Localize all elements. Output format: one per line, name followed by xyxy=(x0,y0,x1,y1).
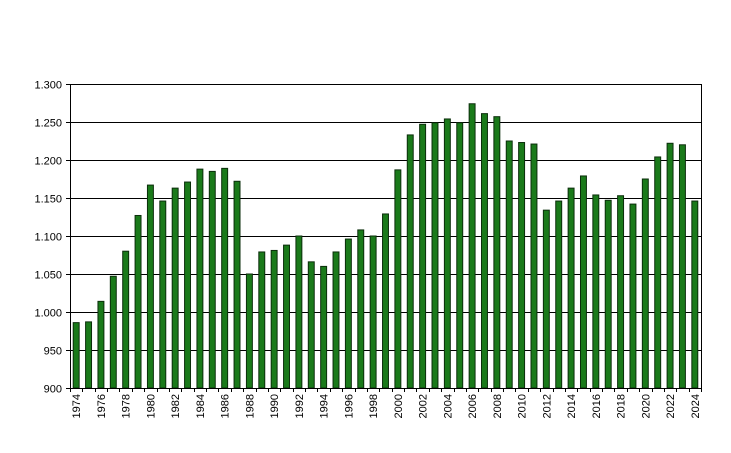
x-tick-label: 1990 xyxy=(269,394,281,418)
y-tick-label: 1.100 xyxy=(34,232,62,244)
y-tick-label: 1.200 xyxy=(34,156,62,168)
bar-2001 xyxy=(406,134,414,389)
x-tick-label: 2006 xyxy=(467,394,479,418)
x-tick-label: 1998 xyxy=(368,394,380,418)
y-tick-label: 1.050 xyxy=(34,270,62,282)
bar-1988 xyxy=(245,273,253,389)
bar-2009 xyxy=(505,140,513,389)
bar-1980 xyxy=(146,184,154,389)
bars xyxy=(72,103,699,389)
x-tick-label: 1984 xyxy=(195,394,207,418)
bar-1992 xyxy=(295,235,303,389)
bar-1987 xyxy=(233,180,241,389)
x-tick-label: 1982 xyxy=(170,394,182,418)
y-axis-tick-labels: 900 950 1.000 1.050 1.100 1.150 1.200 1.250 1.30… xyxy=(34,80,62,396)
bar-2006 xyxy=(468,103,476,389)
x-axis-tick-labels: 1974 1976 1978 1980 1982 1984 1986 1988 1990 1992… xyxy=(71,394,702,418)
bar-2004 xyxy=(443,118,451,389)
x-tick-label: 2004 xyxy=(442,394,454,418)
x-tick-label: 2022 xyxy=(665,394,677,418)
bar-1978 xyxy=(122,250,130,389)
axes xyxy=(66,84,702,392)
bar-1984 xyxy=(196,168,204,389)
bar-1989 xyxy=(258,251,266,389)
bar-2008 xyxy=(493,116,501,389)
bar-2012 xyxy=(542,209,550,389)
bar-2003 xyxy=(431,122,439,389)
bar-2017 xyxy=(604,199,612,389)
y-tick-label: 1.000 xyxy=(34,308,62,320)
bar-1997 xyxy=(357,229,365,389)
bar-2007 xyxy=(481,113,488,389)
bar-2005 xyxy=(456,122,464,389)
bar-1991 xyxy=(283,244,290,389)
bar-2020 xyxy=(641,178,649,389)
x-tick-label: 1976 xyxy=(96,394,108,418)
bar-1979 xyxy=(134,214,142,389)
bar-2010 xyxy=(518,142,526,389)
x-tick-label: 2000 xyxy=(393,394,405,418)
x-tick-label: 1974 xyxy=(71,394,83,418)
bar-1998 xyxy=(369,235,377,389)
bar-1975 xyxy=(85,321,93,389)
bar-1977 xyxy=(109,275,117,389)
bar-2013 xyxy=(555,200,563,389)
bar-1986 xyxy=(221,167,229,389)
bar-2024 xyxy=(691,200,699,389)
bar-2000 xyxy=(394,169,402,389)
x-tick-label: 2008 xyxy=(492,394,504,418)
bar-2019 xyxy=(629,203,637,389)
bar-1990 xyxy=(270,249,278,389)
bar-2014 xyxy=(567,187,575,389)
bar-2011 xyxy=(530,143,538,389)
bar-2016 xyxy=(592,194,600,389)
bar-1982 xyxy=(171,187,179,389)
y-tick-label: 950 xyxy=(44,346,62,358)
x-tick-label: 1988 xyxy=(244,394,256,418)
x-tick-label: 2016 xyxy=(591,394,603,418)
y-tick-label: 1.150 xyxy=(34,194,62,206)
bar-1996 xyxy=(344,238,352,389)
y-tick-label: 1.300 xyxy=(34,80,62,92)
x-tick-label: 2014 xyxy=(566,394,578,418)
bar-1974 xyxy=(72,322,80,389)
x-tick-label: 1986 xyxy=(220,394,232,418)
bar-1983 xyxy=(184,181,192,389)
x-tick-label: 2010 xyxy=(517,394,529,418)
bar-2002 xyxy=(419,123,427,389)
bar-1993 xyxy=(307,261,315,389)
bar-2022 xyxy=(666,142,674,389)
bar-2015 xyxy=(579,175,587,389)
y-tick-label: 1.250 xyxy=(34,118,62,130)
y-tick-label: 900 xyxy=(44,384,62,396)
bar-1999 xyxy=(382,213,389,389)
bar-1995 xyxy=(332,251,340,389)
bar-2018 xyxy=(617,195,625,389)
x-tick-label: 2024 xyxy=(690,394,702,418)
x-tick-label: 1980 xyxy=(145,394,157,418)
x-tick-label: 1992 xyxy=(294,394,306,418)
bar-2021 xyxy=(654,156,662,389)
x-tick-label: 2002 xyxy=(418,394,430,418)
plot-frame xyxy=(70,84,702,389)
bar-2023 xyxy=(678,144,686,389)
bar-1994 xyxy=(320,265,328,389)
x-tick-label: 2018 xyxy=(616,394,628,418)
bar-1981 xyxy=(159,200,167,389)
x-tick-label: 1978 xyxy=(121,394,133,418)
x-tick-label: 2012 xyxy=(541,394,553,418)
x-tick-label: 1996 xyxy=(343,394,355,418)
bar-1976 xyxy=(97,300,105,389)
x-tick-label: 1994 xyxy=(319,394,331,418)
x-tick-label: 2020 xyxy=(640,394,652,418)
bar-1985 xyxy=(208,170,216,389)
